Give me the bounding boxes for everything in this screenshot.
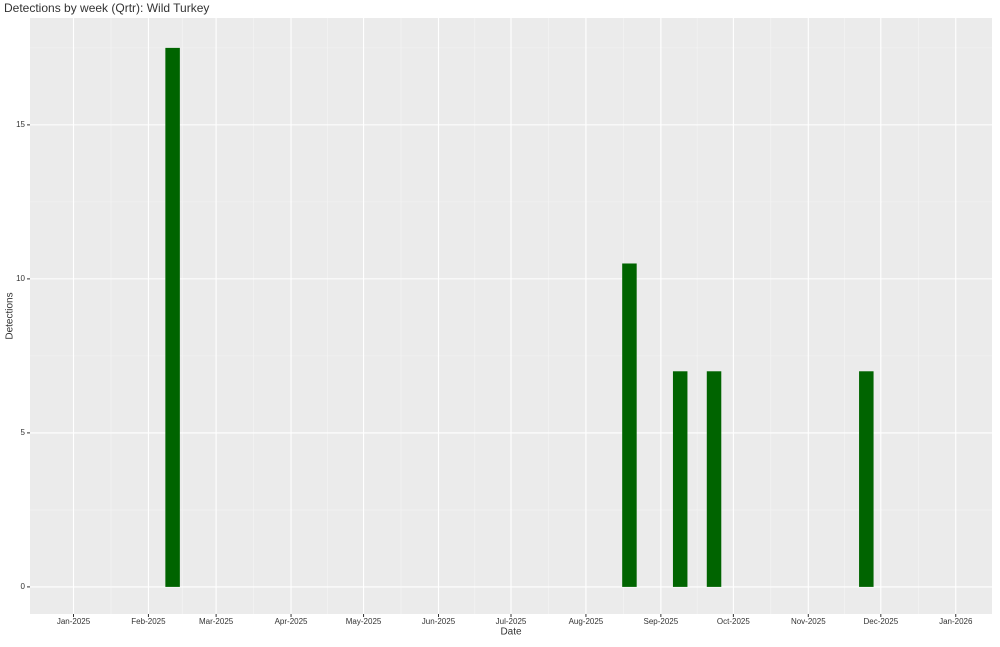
x-tick-label: Apr-2025 — [275, 617, 308, 626]
y-tick-label: 15 — [16, 120, 25, 129]
x-tick-label: Jan-2026 — [939, 617, 973, 626]
y-tick-label: 10 — [16, 274, 25, 283]
x-tick-label: Aug-2025 — [569, 617, 604, 626]
x-tick-label: Nov-2025 — [791, 617, 826, 626]
bar — [859, 371, 874, 587]
x-tick-label: Jan-2025 — [57, 617, 91, 626]
bar — [165, 47, 180, 587]
x-tick-label: Jun-2025 — [422, 617, 456, 626]
x-tick-label: Dec-2025 — [863, 617, 898, 626]
bar — [706, 371, 722, 587]
bar — [672, 371, 688, 587]
x-tick-label: Sep-2025 — [644, 617, 679, 626]
y-tick-label: 5 — [21, 428, 26, 437]
x-tick-label: Oct-2025 — [717, 617, 750, 626]
x-tick-label: Jul-2025 — [496, 617, 527, 626]
bar — [622, 263, 637, 587]
y-axis-label: Detections — [5, 292, 16, 339]
x-tick-label: Mar-2025 — [199, 617, 234, 626]
y-tick-label: 0 — [21, 582, 26, 591]
x-tick-label: Feb-2025 — [131, 617, 166, 626]
chart-title: Detections by week (Qrtr): Wild Turkey — [4, 1, 209, 15]
x-axis-label: Date — [500, 627, 522, 638]
x-tick-label: May-2025 — [346, 617, 382, 626]
